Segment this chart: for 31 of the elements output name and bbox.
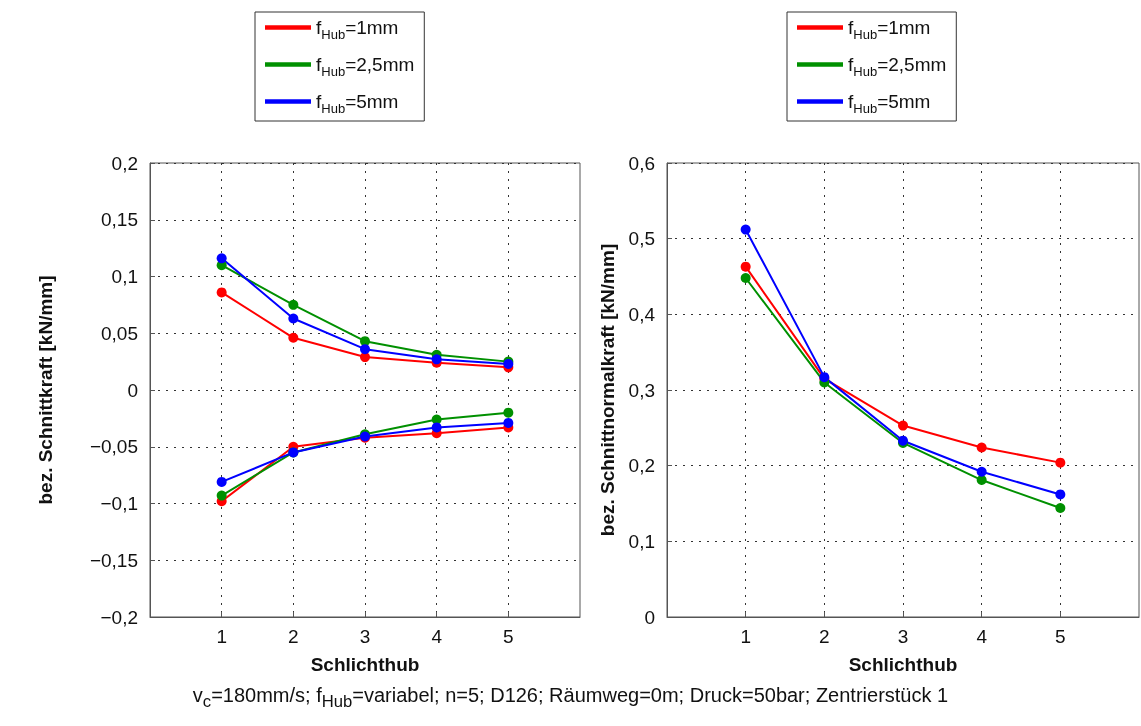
text: v$_{c}$=180mm/s; f$_{Hub}$=variabel; n=5; D126; Räumweg=0m; Druck=50bar; Zentrierstück 1: [191, 684, 950, 712]
y-tick-label: 0,6: [628, 152, 655, 174]
y-tick-label: 0,1: [628, 530, 655, 552]
y-tick-label: 0,3: [628, 379, 655, 401]
x-axis-title: Schlichthub: [848, 654, 958, 675]
x-tick-label: 4: [431, 626, 443, 647]
y-tick-label: 0: [644, 606, 655, 628]
y-tick-label: 0,2: [628, 455, 655, 477]
x-tick-label: 2: [288, 626, 299, 647]
y-tick-label: 0: [127, 379, 138, 401]
x-tick-label: 5: [1055, 626, 1066, 647]
x-tick-label: 3: [359, 626, 371, 647]
x-tick-label: 3: [897, 626, 909, 647]
y-tick-label: 0,1: [111, 266, 138, 287]
y-tick-label: 0,2: [111, 152, 138, 174]
y-axis-title: bez. Schnittkraft [kN/mm]: [35, 275, 56, 505]
x-tick-label: 1: [740, 626, 751, 647]
y-tick-label: −0,1: [100, 493, 138, 514]
y-axis-title: bez. Schnittnormalkraft [kN/mm]: [597, 243, 618, 537]
x-tick-label: 5: [503, 626, 514, 647]
y-tick-label: 0,4: [628, 303, 656, 325]
y-tick-label: 0,5: [628, 228, 655, 250]
x-axis-title: Schlichthub: [310, 654, 420, 675]
x-tick-label: 2: [819, 626, 830, 647]
x-tick-label: 1: [216, 626, 227, 647]
y-tick-label: 0,15: [101, 209, 138, 231]
y-tick-label: −0,05: [89, 436, 138, 458]
y-tick-label: −0,15: [89, 549, 138, 571]
y-tick-label: −0,2: [100, 606, 138, 628]
y-tick-label: 0,05: [101, 322, 138, 344]
x-tick-label: 4: [976, 626, 988, 647]
